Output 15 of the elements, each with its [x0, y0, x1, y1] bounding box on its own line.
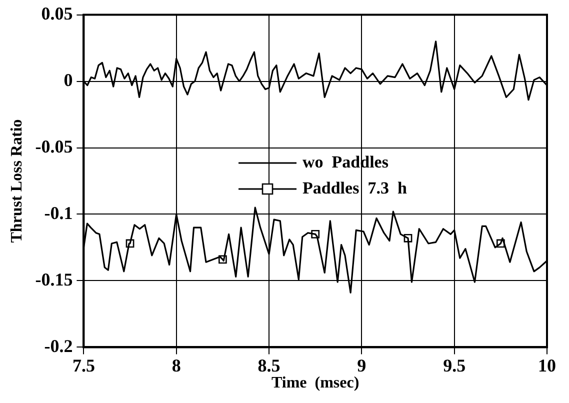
y-tick-label: -0.1 [44, 202, 73, 223]
x-tick-label: 8.5 [258, 356, 280, 376]
x-tick-label: 10 [538, 356, 556, 376]
y-tick-label: -0.15 [35, 269, 73, 290]
x-tick-label: 9 [357, 356, 366, 376]
legend-label: Paddles 7.3 h [302, 178, 408, 198]
x-axis-title: Time (msec) [272, 374, 360, 392]
y-tick-label: -0.2 [44, 336, 73, 356]
x-tick-label: 8 [172, 356, 181, 376]
y-tick-label: -0.05 [35, 136, 73, 156]
x-tick-label: 7.5 [72, 356, 95, 376]
y-tick-label: 0 [64, 70, 73, 90]
x-tick-label: 9.5 [443, 356, 466, 376]
y-tick-label: 0.05 [41, 3, 73, 24]
y-axis-title: Thrust Loss Ratio [8, 119, 26, 243]
